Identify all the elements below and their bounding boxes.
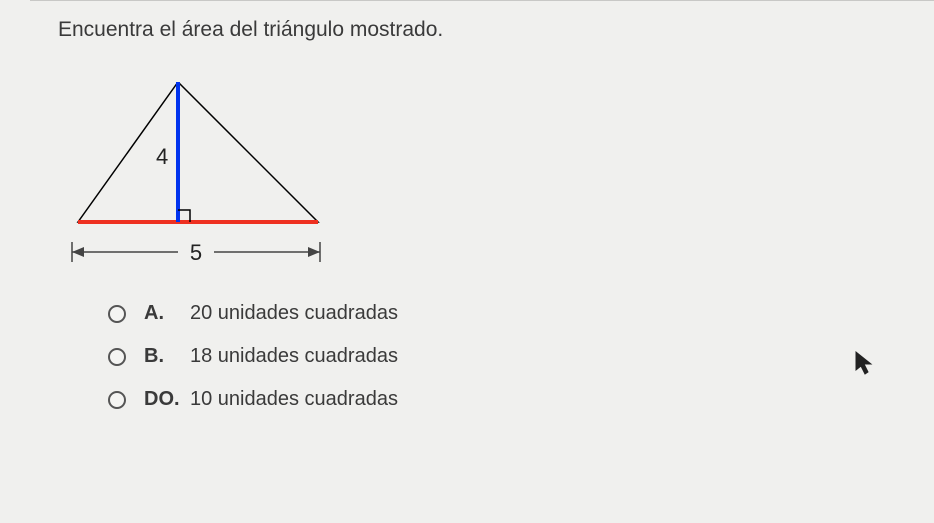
triangle-figure: 45 bbox=[68, 82, 328, 272]
radio-icon[interactable] bbox=[108, 348, 126, 366]
option-letter: DO. bbox=[144, 388, 184, 411]
option-c[interactable]: DO. 10 unidades cuadradas bbox=[108, 388, 934, 411]
page-top-divider bbox=[30, 0, 934, 1]
option-letter: A. bbox=[144, 302, 184, 325]
svg-text:5: 5 bbox=[190, 240, 202, 265]
svg-text:4: 4 bbox=[156, 144, 168, 169]
option-text: 20 unidades cuadradas bbox=[190, 302, 398, 325]
option-a[interactable]: A. 20 unidades cuadradas bbox=[108, 302, 934, 325]
options-list: A. 20 unidades cuadradas B. 18 unidades … bbox=[108, 302, 934, 411]
option-text: 10 unidades cuadradas bbox=[190, 388, 398, 411]
radio-icon[interactable] bbox=[108, 305, 126, 323]
triangle-svg: 45 bbox=[68, 82, 328, 272]
option-text: 18 unidades cuadradas bbox=[190, 345, 398, 368]
question-text: Encuentra el área del triángulo mostrado… bbox=[58, 18, 934, 42]
question-container: Encuentra el área del triángulo mostrado… bbox=[0, 0, 934, 411]
option-b[interactable]: B. 18 unidades cuadradas bbox=[108, 345, 934, 368]
radio-icon[interactable] bbox=[108, 391, 126, 409]
option-letter: B. bbox=[144, 345, 184, 368]
mouse-cursor-icon bbox=[854, 350, 874, 383]
